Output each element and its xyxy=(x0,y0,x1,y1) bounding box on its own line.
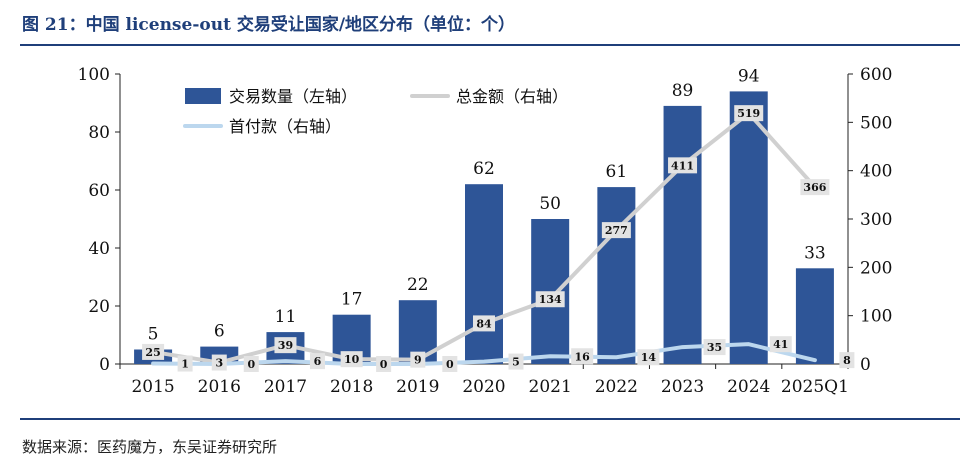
upfront-label-box xyxy=(703,339,726,356)
upfront-label-box xyxy=(839,352,855,369)
legend-swatch-bar xyxy=(185,88,221,104)
y-right-tick-label: 100 xyxy=(860,307,892,327)
legend-label: 首付款（右轴） xyxy=(229,117,341,136)
y-right-tick-label: 300 xyxy=(860,210,892,230)
total-amount-label: 10 xyxy=(344,353,360,366)
upfront-label: 35 xyxy=(707,341,722,354)
bar-value-label: 6 xyxy=(214,322,225,342)
y-left-tick-label: 100 xyxy=(78,65,110,85)
chart-title: 图 21：中国 license-out 交易受让国家/地区分布（单位：个） xyxy=(22,15,516,35)
y-left-tick-label: 60 xyxy=(88,181,110,201)
total-amount-label: 366 xyxy=(803,181,826,194)
upfront-label-box xyxy=(243,356,259,372)
bar-value-label: 33 xyxy=(804,243,826,263)
total-amount-label-box xyxy=(734,105,764,122)
total-amount-label: 411 xyxy=(671,159,694,172)
upfront-label: 0 xyxy=(380,358,388,371)
upfront-label: 41 xyxy=(773,338,788,351)
bar-value-label: 17 xyxy=(341,290,363,310)
upfront-label: 1 xyxy=(181,358,189,371)
x-tick-label: 2024 xyxy=(727,377,770,397)
total-amount-label-box xyxy=(340,351,363,368)
total-amount-label-box xyxy=(274,337,297,354)
bar-value-label: 11 xyxy=(275,307,297,327)
upfront-label: 0 xyxy=(446,358,454,371)
bar-value-label: 61 xyxy=(606,162,628,182)
bar xyxy=(663,105,702,365)
upfront-label: 16 xyxy=(575,350,591,363)
total-amount-label-box xyxy=(800,179,830,196)
legend-label: 交易数量（左轴） xyxy=(229,87,357,106)
y-left-tick-label: 40 xyxy=(88,239,110,259)
bar-value-label: 62 xyxy=(473,159,495,179)
bar-value-label: 22 xyxy=(407,275,429,295)
y-left-tick-label: 80 xyxy=(88,123,110,143)
y-right-tick-label: 400 xyxy=(860,162,892,182)
total-amount-label: 25 xyxy=(145,346,160,359)
upfront-label: 8 xyxy=(843,354,851,367)
y-right-tick-label: 0 xyxy=(860,355,871,375)
total-amount-label-box xyxy=(142,343,165,360)
x-tick-label: 2025Q1 xyxy=(781,377,849,397)
bar-value-label: 5 xyxy=(148,325,159,345)
total-amount-label-box xyxy=(410,351,426,368)
upfront-label: 6 xyxy=(314,355,322,368)
total-amount-label: 134 xyxy=(539,293,562,306)
bar xyxy=(729,91,768,365)
upfront-label: 0 xyxy=(247,358,255,371)
total-amount-label: 9 xyxy=(414,354,422,367)
y-right-tick-label: 500 xyxy=(860,113,892,133)
upfront-label-box xyxy=(769,336,792,353)
bottom-divider xyxy=(20,418,960,420)
bar-value-label: 89 xyxy=(672,81,694,101)
total-amount-label-box xyxy=(473,315,495,332)
y-right-tick-label: 200 xyxy=(860,258,892,278)
upfront-label-box xyxy=(309,353,325,370)
upfront-label-box xyxy=(571,348,594,365)
upfront-label-box xyxy=(177,355,193,372)
legend-label: 总金额（右轴） xyxy=(456,87,568,106)
x-tick-label: 2018 xyxy=(330,377,373,397)
x-tick-label: 2022 xyxy=(595,377,638,397)
x-tick-label: 2020 xyxy=(462,377,505,397)
x-tick-label: 2017 xyxy=(264,377,307,397)
total-amount-label-box xyxy=(535,291,565,308)
title-divider xyxy=(20,44,960,46)
x-tick-label: 2021 xyxy=(529,377,572,397)
x-tick-label: 2015 xyxy=(131,377,174,397)
total-amount-label: 39 xyxy=(278,339,293,352)
upfront-label-box xyxy=(508,353,524,370)
legend: 交易数量（左轴） 总金额（右轴） 首付款（右轴） xyxy=(183,87,568,136)
title-bar: 图 21：中国 license-out 交易受让国家/地区分布（单位：个） xyxy=(22,10,960,40)
total-amount-label: 84 xyxy=(476,317,492,330)
source-note: 数据来源：医药魔方，东吴证券研究所 xyxy=(22,438,278,456)
total-amount-label: 3 xyxy=(215,357,223,370)
x-tick-label: 2019 xyxy=(396,377,439,397)
upfront-label: 5 xyxy=(512,356,520,369)
y-right-tick-label: 600 xyxy=(860,65,892,85)
bar xyxy=(795,268,834,364)
total-amount-label-box xyxy=(211,354,227,371)
total-amount-label: 519 xyxy=(737,107,760,120)
total-amount-label-box xyxy=(601,222,631,239)
bar-value-label: 94 xyxy=(738,66,760,86)
y-left-tick-label: 20 xyxy=(88,297,110,317)
x-tick-label: 2016 xyxy=(198,377,241,397)
x-tick-label: 2023 xyxy=(661,377,704,397)
bar xyxy=(465,184,503,364)
y-left-tick-label: 0 xyxy=(99,355,110,375)
upfront-label-box xyxy=(442,356,458,372)
upfront-label: 14 xyxy=(641,351,657,364)
upfront-label-box xyxy=(376,356,392,372)
total-amount-label: 277 xyxy=(605,224,628,237)
bar-value-label: 50 xyxy=(539,194,561,214)
bar xyxy=(597,187,636,364)
total-amount-label-box xyxy=(668,157,698,174)
upfront-label-box xyxy=(637,349,660,366)
